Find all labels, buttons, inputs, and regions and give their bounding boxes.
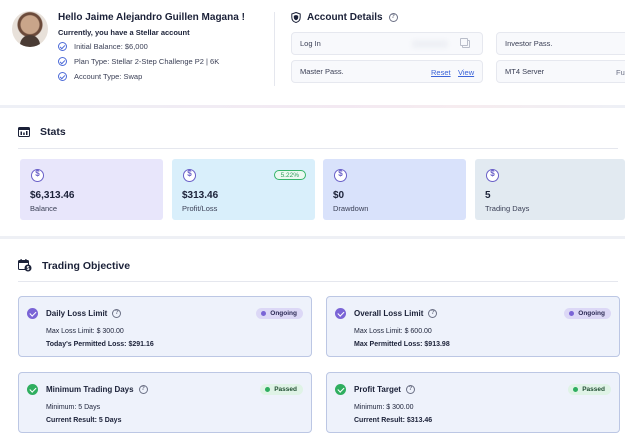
master-pass-field[interactable]: Master Pass. Reset View (291, 60, 483, 83)
status-dot (265, 387, 271, 392)
status-dot (573, 387, 579, 392)
master-pass-label: Master Pass. (300, 67, 344, 76)
dollar-icon (31, 169, 44, 182)
investor-pass-label: Investor Pass. (505, 39, 553, 48)
mt4-server-value: Fu (616, 68, 625, 77)
section-separator (0, 236, 625, 239)
objective-title-text: Profit Target (354, 385, 401, 394)
objective-title: Minimum Trading Days? (46, 385, 148, 394)
mt4-server-field[interactable]: MT4 Server Fu (496, 60, 625, 83)
help-icon[interactable]: ? (388, 13, 398, 22)
stat-value: $0 (333, 190, 345, 201)
status-badge: Ongoing (564, 308, 611, 319)
calendar-money-icon: $ (18, 259, 32, 272)
trading-objective-title: $ Trading Objective (18, 259, 130, 272)
objective-line-1: Minimum: 5 Days (46, 404, 101, 411)
status-text: Ongoing (270, 310, 297, 317)
section-separator (0, 105, 625, 108)
status-dot (261, 311, 267, 316)
stat-label: Profit/Loss (182, 204, 218, 213)
objective-overall-loss-limit: Overall Loss Limit? Ongoing Max Loss Lim… (326, 296, 620, 357)
status-text: Ongoing (578, 310, 605, 317)
avatar (12, 11, 48, 47)
account-type-text: Account Type: Swap (74, 72, 143, 81)
status-text: Passed (274, 386, 297, 393)
initial-balance-text: Initial Balance: $6,000 (74, 42, 148, 51)
dollar-icon (334, 169, 347, 182)
investor-pass-field[interactable]: Investor Pass. (496, 32, 625, 55)
check-circle-icon (335, 308, 346, 319)
initial-balance-row: Initial Balance: $6,000 (58, 42, 148, 51)
check-circle-icon (58, 42, 67, 51)
check-circle-icon (27, 384, 38, 395)
account-header: Hello Jaime Alejandro Guillen Magana ! C… (0, 0, 625, 97)
stats-title: Stats (18, 126, 66, 138)
account-details-title: Account Details ? (291, 12, 398, 23)
objective-title: Overall Loss Limit? (354, 309, 438, 318)
view-link[interactable]: View (458, 68, 475, 77)
copy-icon[interactable] (460, 38, 470, 48)
objective-divider (18, 281, 618, 282)
stat-value: 5 (485, 190, 491, 201)
account-details-label: Account Details (307, 12, 383, 23)
status-badge: Passed (568, 384, 611, 395)
status-badge: Ongoing (256, 308, 303, 319)
objective-line-2: Current Result: 5 Days (46, 417, 122, 424)
stat-card-profit-loss: 5.22% $313.46 Profit/Loss (172, 159, 315, 220)
stats-divider (18, 148, 618, 149)
stat-label: Balance (30, 204, 58, 213)
stat-value: $313.46 (182, 190, 219, 201)
stats-title-text: Stats (40, 126, 66, 138)
objective-daily-loss-limit: Daily Loss Limit? Ongoing Max Loss Limit… (18, 296, 312, 357)
objective-line-2: Current Result: $313.46 (354, 417, 433, 424)
header-divider (274, 12, 275, 86)
trading-objective-title-text: Trading Objective (42, 259, 131, 272)
stat-label: Drawdown (333, 204, 369, 213)
status-badge: Passed (260, 384, 303, 395)
shield-icon (291, 12, 301, 23)
help-icon[interactable]: ? (428, 309, 438, 318)
check-circle-icon (335, 384, 346, 395)
stat-label: Trading Days (485, 204, 530, 213)
stat-card-drawdown: $0 Drawdown (323, 159, 466, 220)
objective-title: Profit Target? (354, 385, 415, 394)
stat-card-balance: $6,313.46 Balance (20, 159, 163, 220)
help-icon[interactable]: ? (405, 385, 415, 394)
objective-line-1: Max Loss Limit: $ 600.00 (354, 328, 432, 335)
stat-card-trading-days: 5 Trading Days (475, 159, 625, 220)
objective-title-text: Minimum Trading Days (46, 385, 134, 394)
plan-type-row: Plan Type: Stellar 2-Step Challenge P2 |… (58, 57, 219, 66)
check-circle-icon (27, 308, 38, 319)
stat-value: $6,313.46 (30, 190, 75, 201)
reset-link[interactable]: Reset (431, 68, 451, 77)
objective-title: Daily Loss Limit? (46, 309, 122, 318)
objective-minimum-trading-days: Minimum Trading Days? Passed Minimum: 5 … (18, 372, 312, 433)
objective-title-text: Daily Loss Limit (46, 309, 108, 318)
check-circle-icon (58, 57, 67, 66)
dollar-icon (486, 169, 499, 182)
account-subtitle: Currently, you have a Stellar account (58, 28, 190, 37)
login-label: Log In (300, 39, 321, 48)
plan-type-text: Plan Type: Stellar 2-Step Challenge P2 |… (74, 57, 220, 66)
help-icon[interactable]: ? (112, 309, 122, 318)
objective-profit-target: Profit Target? Passed Minimum: $ 300.00 … (326, 372, 620, 433)
objective-line-2: Today's Permitted Loss: $291.16 (46, 341, 154, 348)
objective-line-1: Max Loss Limit: $ 300.00 (46, 328, 124, 335)
check-circle-icon (58, 72, 67, 81)
help-icon[interactable]: ? (138, 385, 148, 394)
greeting: Hello Jaime Alejandro Guillen Magana ! (58, 12, 245, 23)
objective-title-text: Overall Loss Limit (354, 309, 424, 318)
svg-text:$: $ (27, 266, 30, 272)
dollar-icon (183, 169, 196, 182)
profit-percent-badge: 5.22% (273, 170, 306, 180)
status-text: Passed (582, 386, 605, 393)
status-dot (569, 311, 575, 316)
objective-line-1: Minimum: $ 300.00 (354, 404, 414, 411)
mt4-server-label: MT4 Server (505, 67, 545, 76)
objective-line-2: Max Permitted Loss: $913.98 (354, 341, 450, 348)
account-type-row: Account Type: Swap (58, 72, 142, 81)
login-field[interactable]: Log In (291, 32, 483, 55)
login-value-hidden (412, 40, 448, 48)
stats-icon (18, 127, 30, 137)
